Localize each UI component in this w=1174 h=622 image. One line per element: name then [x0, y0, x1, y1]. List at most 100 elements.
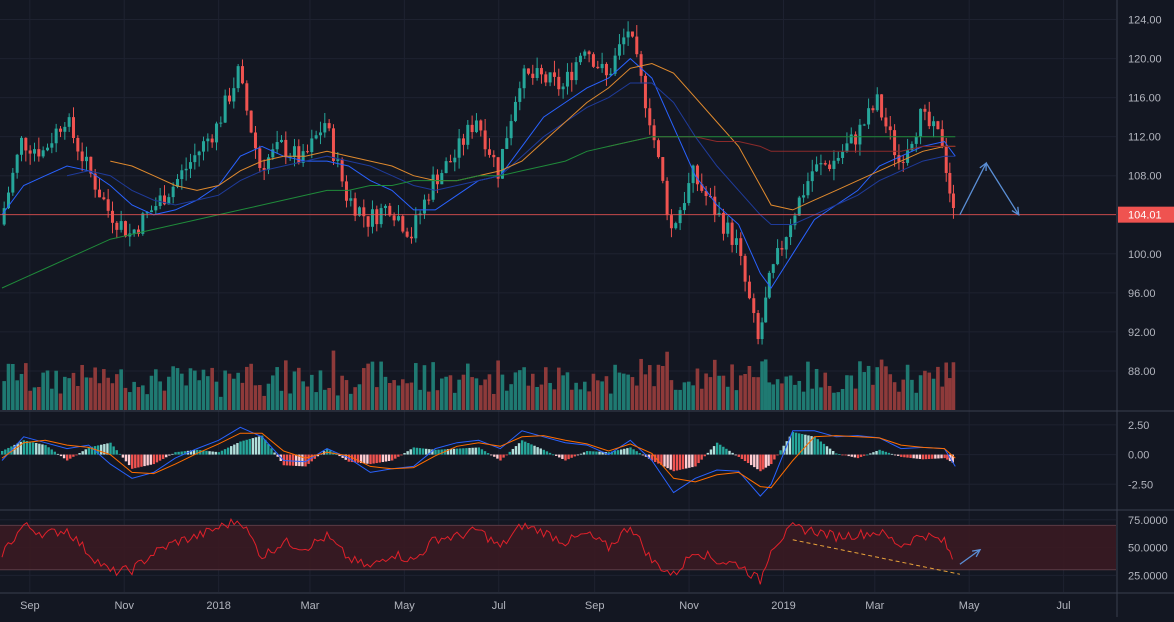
candle-body[interactable] [184, 168, 188, 171]
candle-body[interactable] [656, 140, 660, 158]
candle-body[interactable] [167, 197, 171, 205]
candle-body[interactable] [67, 117, 71, 127]
candle-body[interactable] [84, 156, 88, 162]
candle-body[interactable] [193, 155, 197, 163]
candle-body[interactable] [262, 167, 266, 171]
candle-body[interactable] [596, 66, 600, 69]
candle-body[interactable] [678, 210, 682, 224]
candle-body[interactable] [2, 208, 6, 225]
candle-body[interactable] [310, 138, 314, 153]
candle-body[interactable] [219, 122, 223, 124]
candle-body[interactable] [327, 123, 331, 129]
candle-body[interactable] [713, 196, 717, 215]
candle-body[interactable] [80, 151, 84, 162]
candle-body[interactable] [505, 138, 509, 149]
candle-body[interactable] [58, 128, 62, 132]
candle-body[interactable] [604, 63, 608, 76]
candle-body[interactable] [951, 193, 955, 209]
candle-body[interactable] [223, 95, 227, 123]
candle-body[interactable] [444, 161, 448, 174]
candle-body[interactable] [600, 63, 604, 69]
candle-body[interactable] [366, 216, 370, 227]
candle-body[interactable] [401, 216, 405, 232]
candle-body[interactable] [375, 209, 379, 225]
candle-body[interactable] [32, 149, 36, 154]
candle-body[interactable] [854, 134, 858, 145]
candle-body[interactable] [388, 205, 392, 216]
candle-body[interactable] [919, 108, 923, 137]
candle-body[interactable] [548, 72, 552, 83]
candle-body[interactable] [880, 94, 884, 118]
candle-body[interactable] [171, 186, 175, 198]
candle-body[interactable] [392, 215, 396, 221]
candle-body[interactable] [760, 322, 764, 340]
candle-body[interactable] [552, 72, 556, 77]
candle-body[interactable] [570, 71, 574, 81]
rsi-panel[interactable] [0, 518, 1116, 585]
candle-body[interactable] [704, 190, 708, 197]
candle-body[interactable] [793, 215, 797, 226]
candle-body[interactable] [232, 88, 236, 102]
candle-body[interactable] [819, 163, 823, 165]
candle-body[interactable] [284, 139, 288, 158]
candle-body[interactable] [422, 199, 426, 214]
candle-body[interactable] [496, 157, 500, 179]
candle-body[interactable] [923, 108, 927, 112]
candle-body[interactable] [691, 165, 695, 184]
candle-body[interactable] [236, 66, 240, 89]
candle-body[interactable] [271, 149, 275, 158]
candle-body[interactable] [661, 157, 665, 181]
candle-body[interactable] [771, 264, 775, 273]
candle-body[interactable] [674, 223, 678, 229]
rsi-trend-line[interactable] [792, 539, 960, 575]
candle-body[interactable] [457, 138, 461, 158]
candle-body[interactable] [466, 124, 470, 145]
candle-body[interactable] [331, 128, 335, 161]
candle-body[interactable] [323, 123, 327, 133]
candle-body[interactable] [849, 134, 853, 144]
candle-body[interactable] [544, 74, 548, 83]
candle-body[interactable] [279, 139, 283, 143]
candle-body[interactable] [37, 149, 41, 157]
candle-body[interactable] [639, 54, 643, 76]
candle-body[interactable] [448, 161, 452, 163]
price-panel[interactable] [0, 21, 1116, 410]
candle-body[interactable] [617, 44, 621, 56]
candle-body[interactable] [509, 121, 513, 139]
candle-body[interactable] [535, 68, 539, 78]
candle-body[interactable] [197, 151, 201, 156]
candle-body[interactable] [453, 157, 457, 163]
candle-body[interactable] [630, 31, 634, 37]
candle-body[interactable] [132, 229, 136, 234]
candle-body[interactable] [695, 165, 699, 185]
candle-body[interactable] [240, 66, 244, 84]
candle-body[interactable] [201, 141, 205, 152]
candle-body[interactable] [353, 198, 357, 216]
candle-body[interactable] [884, 117, 888, 127]
candle-body[interactable] [275, 142, 279, 150]
candle-body[interactable] [531, 73, 535, 78]
macd-panel[interactable] [1, 426, 956, 497]
candle-body[interactable] [41, 150, 45, 157]
projection-arrow-0[interactable] [959, 162, 987, 216]
candle-body[interactable] [721, 212, 725, 234]
candle-body[interactable] [626, 31, 630, 38]
candle-body[interactable] [188, 162, 192, 169]
candle-body[interactable] [743, 255, 747, 282]
candle-body[interactable] [427, 199, 431, 201]
candle-body[interactable] [789, 225, 793, 238]
candle-body[interactable] [292, 146, 296, 158]
candle-body[interactable] [149, 210, 153, 213]
candles[interactable] [2, 21, 955, 345]
candle-body[interactable] [910, 143, 914, 151]
candle-body[interactable] [15, 154, 19, 173]
candle-body[interactable] [648, 108, 652, 126]
candle-body[interactable] [700, 184, 704, 191]
candle-body[interactable] [726, 222, 730, 234]
candle-body[interactable] [440, 173, 444, 185]
candle-body[interactable] [574, 62, 578, 81]
candle-body[interactable] [28, 150, 32, 154]
candle-body[interactable] [578, 55, 582, 63]
candle-body[interactable] [828, 164, 832, 169]
